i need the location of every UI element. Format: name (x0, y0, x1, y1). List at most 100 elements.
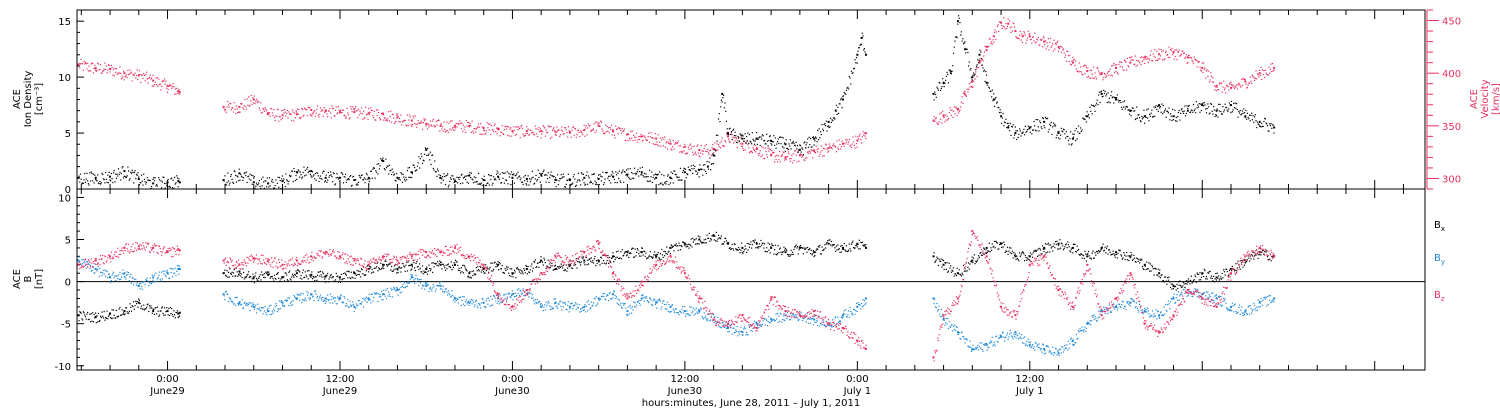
velocity-point (85, 63, 87, 65)
ion_density-point (1158, 105, 1160, 107)
ion_density-point (987, 82, 989, 84)
velocity-point (837, 148, 840, 151)
Bx-point (103, 310, 105, 313)
velocity-point (557, 129, 559, 131)
Bx-point (332, 276, 334, 278)
ion_density-point (1136, 117, 1139, 119)
velocity-point (482, 126, 485, 129)
ion_density-point (580, 172, 582, 174)
ion_density-point (393, 173, 396, 175)
velocity-point (1122, 69, 1124, 71)
Bx-point (551, 262, 553, 264)
Bx-point (784, 251, 787, 254)
velocity-point (313, 110, 315, 112)
velocity-point (166, 91, 169, 93)
ion_density-point (164, 187, 166, 189)
ion_density-point (391, 173, 393, 176)
Bx-point (1225, 268, 1228, 270)
ion_density-point (1122, 101, 1124, 103)
Bx-point (1158, 272, 1161, 275)
Bx-point (991, 243, 993, 245)
ion_density-point (235, 174, 237, 177)
Bx-point (1224, 274, 1226, 276)
velocity-point (385, 119, 387, 122)
velocity-point (173, 86, 175, 88)
Bx-point (718, 237, 720, 239)
velocity-point (792, 153, 794, 155)
Bx-point (547, 259, 549, 261)
Bx-point (91, 320, 93, 322)
velocity-point (282, 109, 284, 111)
density-tick-label: 10 (58, 73, 71, 84)
ion_density-point (148, 179, 150, 182)
ion_density-point (634, 172, 636, 175)
ion_density-point (1051, 133, 1053, 136)
velocity-point (1131, 59, 1134, 61)
Bx-point (1092, 250, 1094, 252)
velocity-point (1059, 45, 1062, 47)
ion_density-point (493, 179, 495, 181)
ion_density-point (728, 128, 730, 130)
velocity-point (1047, 38, 1049, 40)
Bx-point (519, 269, 521, 271)
ion_density-point (1251, 119, 1254, 121)
velocity-point (111, 66, 113, 69)
Bx-point (612, 252, 614, 254)
ion_density-point (1066, 135, 1068, 138)
velocity-point (1031, 36, 1034, 38)
ion_density-point (426, 147, 429, 149)
ion_density-point (252, 181, 255, 184)
Bx-point (413, 262, 415, 264)
velocity-point (768, 148, 771, 150)
ion_density-point (351, 184, 353, 186)
Bx-point (720, 238, 722, 240)
ion_density-point (671, 172, 674, 175)
velocity-point (245, 106, 247, 108)
velocity-point (162, 79, 164, 82)
Bx-point (610, 257, 613, 260)
velocity-point (1115, 66, 1118, 69)
velocity-point (1057, 40, 1059, 42)
velocity-point (1039, 44, 1041, 46)
Bx-point (245, 276, 248, 278)
Bx-point (549, 263, 551, 265)
velocity-point (414, 115, 416, 117)
ion_density-point (781, 136, 783, 138)
ion_density-point (1244, 115, 1247, 118)
ion_density-point (426, 154, 428, 157)
ion_density-point (1057, 137, 1060, 139)
Bx-point (348, 271, 350, 273)
ion_density-point (1123, 100, 1126, 102)
velocity-point (813, 150, 816, 153)
ion_density-point (837, 106, 839, 108)
ion_density-point (410, 171, 413, 174)
velocity-point (503, 133, 505, 135)
Bx-point (338, 276, 341, 279)
Bx-point (1195, 276, 1197, 278)
velocity-point (718, 146, 720, 148)
velocity-point (1269, 68, 1271, 70)
Bx-point (288, 270, 291, 272)
Bx-point (721, 243, 723, 245)
velocity-point (771, 150, 773, 152)
Bx-point (1223, 271, 1226, 273)
velocity-point (1023, 31, 1025, 33)
ion_density-point (109, 175, 112, 178)
ion_density-point (144, 181, 146, 183)
velocity-point (1144, 55, 1146, 57)
velocity-point (503, 128, 506, 131)
Bx-point (546, 265, 548, 267)
velocity-point (618, 128, 620, 130)
Bx-point (960, 275, 963, 277)
velocity-point (543, 126, 545, 128)
Bx-point (709, 240, 711, 242)
ion_density-point (430, 163, 432, 166)
ion_density-point (238, 168, 240, 170)
ion_density-point (299, 176, 301, 178)
velocity-point (174, 88, 176, 90)
Bx-point (802, 247, 804, 249)
Bx-point (969, 263, 971, 265)
ion_density-point (503, 182, 506, 184)
ion_density-point (281, 178, 283, 180)
Bx-point (1149, 263, 1151, 265)
